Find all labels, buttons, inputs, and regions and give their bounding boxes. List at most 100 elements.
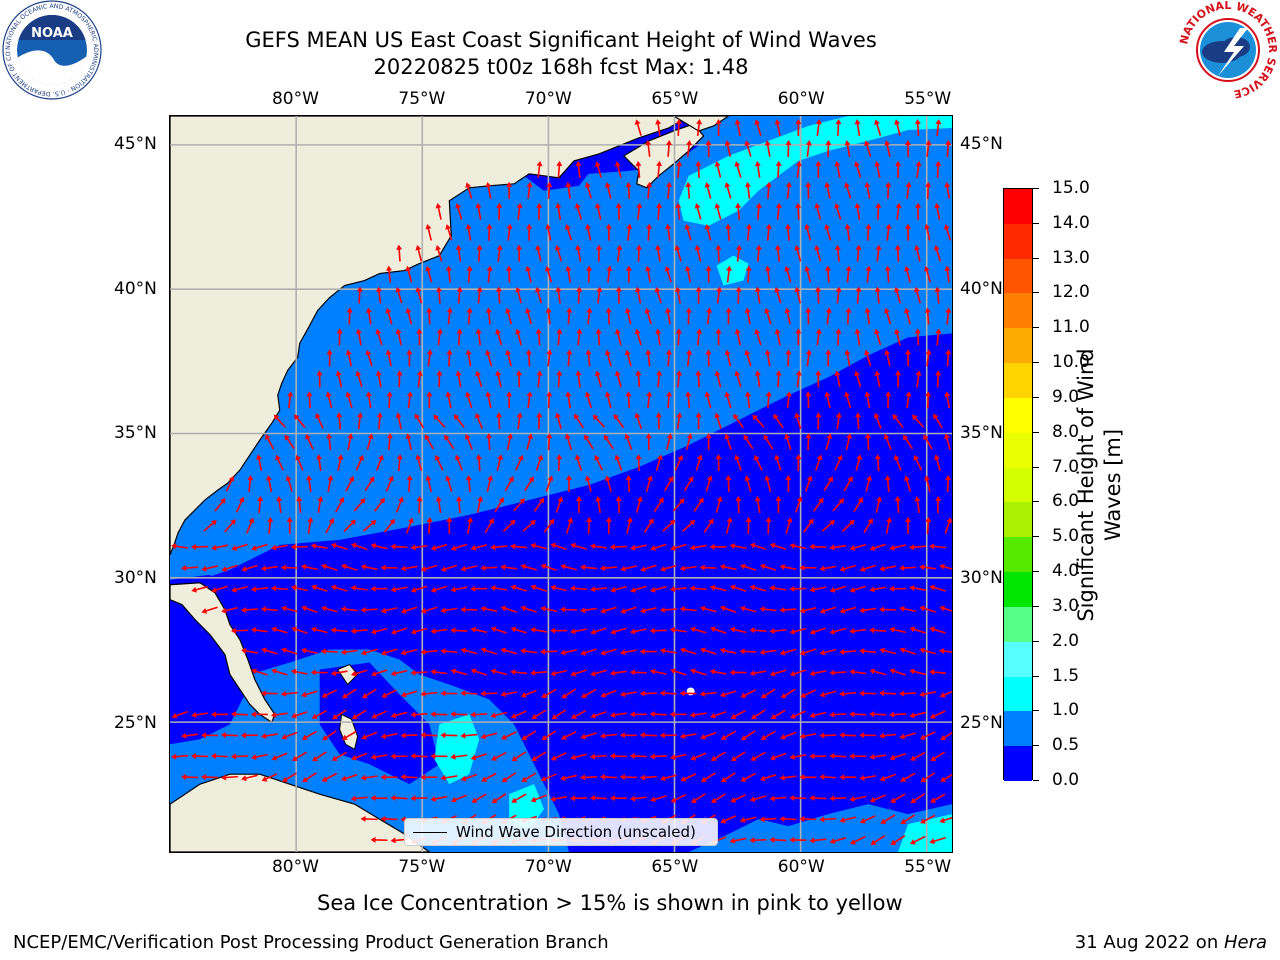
lon-label-top: 80°W bbox=[271, 89, 319, 109]
wave-direction-arrow bbox=[430, 628, 448, 635]
wave-direction-arrow bbox=[350, 795, 368, 802]
wave-direction-arrow bbox=[659, 606, 677, 613]
wave-direction-arrow bbox=[573, 413, 585, 429]
wave-height-1.0-1.5-region-caribbean-b bbox=[509, 784, 545, 830]
wave-direction-arrow bbox=[790, 710, 806, 719]
wave-direction-arrow bbox=[395, 328, 402, 346]
wave-direction-arrow bbox=[171, 543, 189, 550]
footer-branch: NCEP/EMC/Verification Post Processing Pr… bbox=[13, 932, 609, 953]
wave-direction-arrow bbox=[445, 265, 452, 283]
wave-direction-arrow bbox=[844, 182, 852, 199]
wave-direction-arrow bbox=[695, 370, 702, 388]
wave-direction-arrow bbox=[630, 628, 647, 635]
wave-direction-arrow bbox=[614, 161, 622, 178]
wave-direction-arrow bbox=[606, 265, 613, 283]
wave-direction-arrow bbox=[604, 391, 612, 409]
wave-direction-arrow bbox=[710, 751, 726, 761]
wave-direction-arrow bbox=[311, 709, 328, 719]
wave-direction-arrow bbox=[729, 626, 747, 634]
wave-direction-arrow bbox=[335, 370, 343, 388]
wave-direction-arrow bbox=[935, 160, 942, 178]
colorbar-tick-mark bbox=[1033, 257, 1039, 259]
wave-direction-arrow bbox=[765, 391, 772, 409]
wave-direction-arrow bbox=[744, 140, 752, 157]
wave-direction-arrow bbox=[286, 516, 293, 534]
colorbar-tick-mark bbox=[1033, 396, 1039, 398]
wave-direction-arrow bbox=[666, 181, 673, 199]
wave-direction-arrow bbox=[844, 223, 851, 241]
wave-direction-arrow bbox=[744, 349, 752, 367]
wave-direction-arrow bbox=[669, 753, 687, 761]
wave-direction-arrow bbox=[555, 286, 562, 304]
wave-direction-arrow bbox=[273, 414, 286, 428]
wave-direction-arrow bbox=[780, 731, 797, 740]
wave-direction-arrow bbox=[510, 710, 527, 719]
wave-direction-arrow bbox=[326, 349, 333, 367]
wave-direction-arrow bbox=[470, 626, 488, 634]
wave-direction-arrow bbox=[704, 223, 712, 241]
wave-direction-arrow bbox=[465, 223, 472, 241]
wave-direction-arrow bbox=[895, 202, 902, 220]
wave-direction-arrow bbox=[895, 370, 902, 388]
wave-direction-arrow bbox=[270, 711, 288, 718]
wave-direction-arrow bbox=[241, 647, 258, 654]
wave-direction-arrow bbox=[894, 495, 901, 513]
wave-direction-arrow bbox=[875, 244, 882, 262]
wave-direction-arrow bbox=[635, 244, 642, 262]
wave-direction-arrow bbox=[586, 265, 593, 283]
wave-direction-arrow bbox=[340, 563, 358, 571]
land-nova-scotia bbox=[622, 123, 705, 189]
wave-direction-arrow bbox=[815, 119, 822, 136]
wave-direction-arrow bbox=[535, 328, 542, 346]
wave-direction-arrow bbox=[819, 648, 837, 656]
lon-label-top: 60°W bbox=[777, 89, 825, 109]
wave-direction-arrow bbox=[789, 669, 807, 677]
colorbar-tick-label: 12.0 bbox=[1052, 282, 1090, 303]
wave-direction-arrow bbox=[839, 732, 857, 739]
wave-direction-arrow bbox=[362, 520, 377, 532]
wave-direction-arrow bbox=[325, 391, 333, 409]
wave-direction-arrow bbox=[321, 689, 338, 698]
wave-direction-arrow bbox=[565, 265, 572, 283]
wave-direction-arrow bbox=[700, 647, 717, 655]
wave-direction-arrow bbox=[571, 709, 587, 719]
wave-direction-arrow bbox=[764, 475, 772, 492]
wave-direction-arrow bbox=[390, 669, 408, 677]
wave-direction-arrow bbox=[655, 328, 662, 346]
wave-direction-arrow bbox=[775, 244, 781, 262]
colorbar-segment bbox=[1004, 258, 1032, 294]
wave-direction-arrow bbox=[815, 328, 822, 346]
wave-direction-arrow bbox=[904, 307, 911, 325]
wave-direction-arrow bbox=[546, 181, 553, 199]
wave-direction-arrow bbox=[629, 753, 647, 760]
wave-direction-arrow bbox=[435, 245, 443, 262]
wave-direction-arrow bbox=[635, 370, 642, 388]
wave-direction-arrow bbox=[855, 454, 863, 471]
wave-direction-arrow bbox=[754, 119, 762, 136]
wave-direction-arrow bbox=[789, 753, 807, 760]
wave-direction-arrow bbox=[415, 286, 423, 304]
wave-direction-arrow bbox=[436, 328, 443, 346]
wave-direction-arrow bbox=[345, 391, 353, 409]
wave-direction-arrow bbox=[486, 475, 494, 492]
wave-direction-arrow bbox=[295, 454, 304, 471]
wave-direction-arrow bbox=[426, 516, 433, 534]
wave-direction-arrow bbox=[825, 307, 832, 325]
wave-direction-arrow bbox=[829, 669, 847, 676]
wave-direction-arrow bbox=[604, 475, 612, 492]
wave-direction-arrow bbox=[799, 815, 817, 822]
wave-direction-arrow bbox=[640, 607, 657, 614]
wave-direction-arrow bbox=[735, 495, 742, 513]
wave-direction-arrow bbox=[541, 730, 557, 741]
wave-direction-arrow bbox=[480, 565, 498, 571]
wave-direction-arrow bbox=[405, 307, 413, 325]
wave-direction-arrow bbox=[380, 732, 398, 740]
wave-direction-arrow bbox=[779, 564, 797, 570]
wave-direction-arrow bbox=[734, 370, 742, 388]
wave-direction-arrow bbox=[490, 626, 508, 634]
wave-direction-arrow bbox=[889, 711, 907, 718]
wave-direction-arrow bbox=[406, 391, 413, 409]
wave-direction-arrow bbox=[824, 182, 831, 199]
wave-direction-arrow bbox=[805, 433, 812, 451]
wave-direction-arrow bbox=[849, 668, 867, 675]
